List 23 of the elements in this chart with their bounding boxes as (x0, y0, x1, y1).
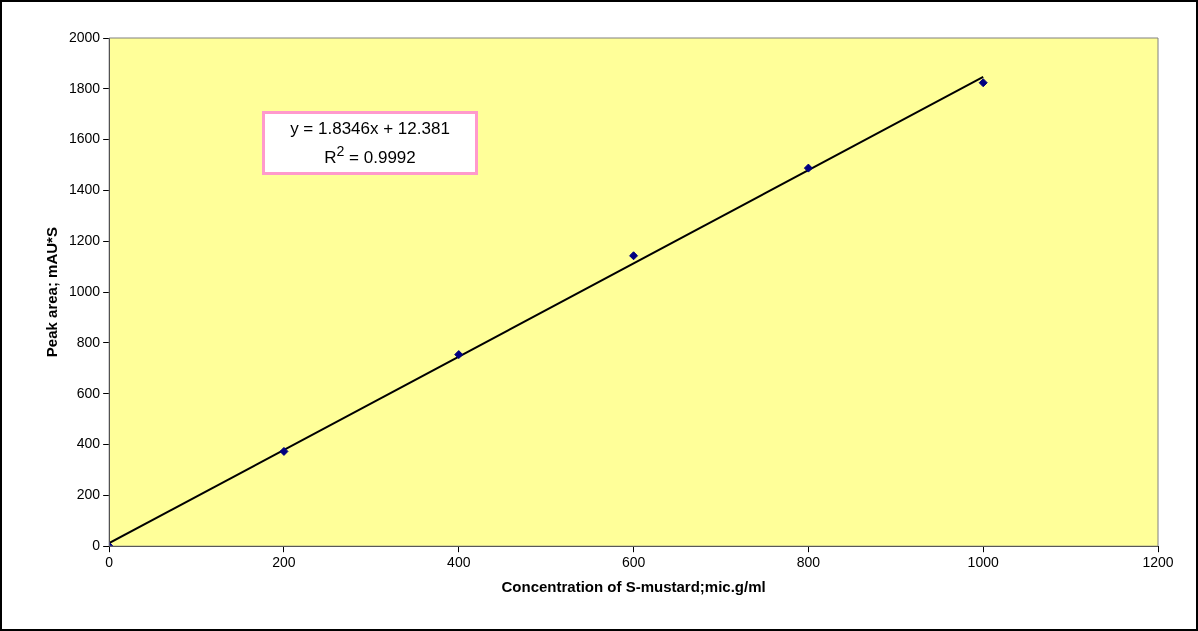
y-tick-label: 0 (92, 537, 101, 554)
annotation: R$^{2}$ = 0.9992 (323, 142, 417, 169)
y-tick-label: 600 (76, 384, 101, 401)
x-tick-label: 0 (105, 554, 114, 571)
y-tick-label: 800 (76, 333, 101, 350)
y-tick-label: 200 (76, 486, 101, 503)
y-tick-label: 1000 (68, 282, 101, 299)
x-tick-label: 600 (621, 554, 646, 571)
x-tick-label: 200 (272, 554, 296, 571)
x-tick-label: 400 (447, 554, 471, 571)
annotation: y = 1.8346x + 12.381 (289, 118, 451, 140)
y-axis-title: Peak area; mAU*S (43, 227, 61, 358)
x-tick-label: 1000 (967, 554, 999, 571)
y-tick-label: 1800 (68, 79, 101, 96)
y-tick-label: 2000 (68, 28, 101, 45)
equation-box: y = 1.8346x + 12.381 R$^{2}$ = 0.9992 (262, 111, 478, 175)
x-axis-title: Concentration of S-mustard;mic.g/ml (501, 578, 766, 596)
y-tick-label: 1200 (68, 232, 101, 249)
y-tick-label: 400 (76, 435, 101, 452)
x-tick-label: 800 (796, 554, 821, 571)
y-tick-label: 1400 (68, 181, 101, 198)
y-tick-label: 1600 (68, 130, 101, 147)
x-tick-label: 1200 (1142, 554, 1174, 571)
